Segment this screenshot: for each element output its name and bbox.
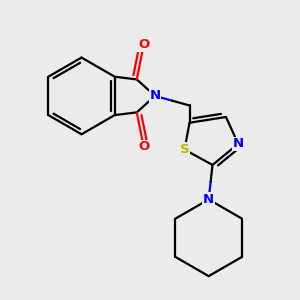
Text: N: N — [149, 89, 161, 102]
Text: O: O — [138, 140, 149, 153]
Text: N: N — [203, 193, 214, 206]
Text: N: N — [232, 137, 244, 150]
Text: S: S — [180, 143, 189, 156]
Text: O: O — [138, 38, 149, 51]
